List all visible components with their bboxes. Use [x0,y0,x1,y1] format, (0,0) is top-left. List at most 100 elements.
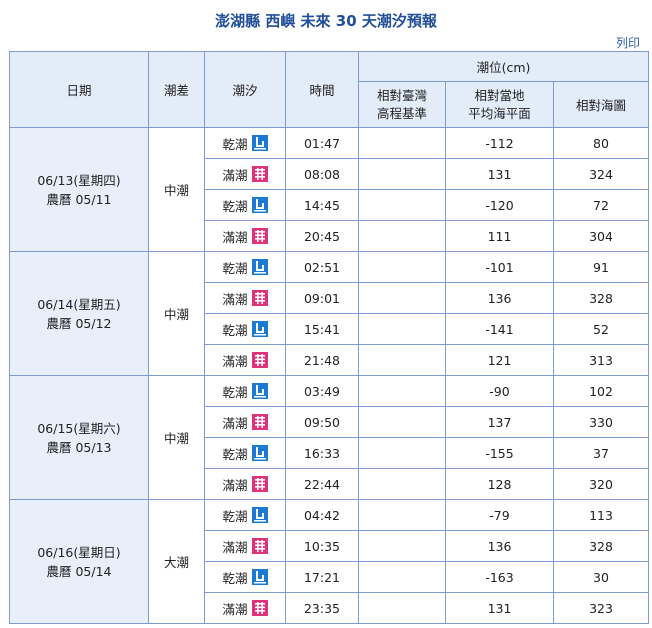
tide-type-cell: 乾潮 [204,561,286,593]
twvd-cell [358,561,446,593]
header-time: 時間 [285,51,359,128]
table-row: 滿潮 09:01 136 328 [10,282,649,314]
high-tide-icon [251,290,268,306]
chart-datum-cell: 328 [553,530,649,562]
msl-cell: -90 [445,375,554,407]
table-row: 滿潮 21:48 121 313 [10,344,649,376]
tide-type-label: 滿潮 [222,415,248,431]
tide-type-cell: 乾潮 [204,127,286,159]
header-twvd-line2: 高程基準 [376,105,427,121]
tide-type-label: 滿潮 [222,167,248,183]
tide-type-label: 滿潮 [222,539,248,555]
table-row: 滿潮 22:44 128 320 [10,468,649,500]
msl-cell: -141 [445,313,554,345]
msl-cell: -155 [445,437,554,469]
header-level: 潮位(cm) [358,51,649,82]
tide-type-label: 滿潮 [222,601,248,617]
table-row: 06/13(星期四) 農曆 05/11 中潮 乾潮 01:47 -112 80 [9,127,649,252]
msl-cell: 131 [445,592,554,624]
tide-type-label: 乾潮 [222,446,248,462]
low-tide-icon [251,445,268,461]
time-cell: 14:45 [285,189,359,221]
date-label: 06/16(星期日) [37,544,121,560]
table-row: 乾潮 17:21 -163 30 [10,561,649,593]
low-tide-icon [251,259,268,275]
tide-type-label: 乾潮 [222,570,248,586]
tide-type-label: 乾潮 [222,136,248,152]
table-row: 06/14(星期五) 農曆 05/12 中潮 乾潮 02:51 -101 91 [9,251,649,376]
header-twvd: 相對臺灣 高程基準 [358,81,446,128]
msl-cell: 136 [445,282,554,314]
msl-cell: -101 [445,251,554,283]
high-tide-icon [251,352,268,368]
twvd-cell [358,313,446,345]
tide-type-cell: 滿潮 [204,220,286,252]
twvd-cell [358,282,446,314]
twvd-cell [358,375,446,407]
table-row: 滿潮 10:35 136 328 [10,530,649,562]
tide-range-cell: 大潮 [148,499,205,624]
twvd-cell [358,499,446,531]
high-tide-icon [251,414,268,430]
twvd-cell [358,437,446,469]
lunar-date-label: 農曆 05/12 [46,315,112,331]
time-cell: 22:44 [285,468,359,500]
chart-datum-cell: 102 [553,375,649,407]
date-cell: 06/15(星期六) 農曆 05/13 [9,375,149,500]
tide-type-cell: 乾潮 [204,251,286,283]
low-tide-icon [251,321,268,337]
chart-datum-cell: 72 [553,189,649,221]
tide-type-label: 乾潮 [222,508,248,524]
time-cell: 17:21 [285,561,359,593]
chart-datum-cell: 313 [553,344,649,376]
table-row: 乾潮 14:45 -120 72 [10,189,649,221]
chart-datum-cell: 91 [553,251,649,283]
twvd-cell [358,530,446,562]
tide-type-label: 乾潮 [222,260,248,276]
tide-range-cell: 中潮 [148,375,205,500]
date-cell: 06/13(星期四) 農曆 05/11 [9,127,149,252]
time-cell: 21:48 [285,344,359,376]
time-cell: 16:33 [285,437,359,469]
chart-datum-cell: 113 [553,499,649,531]
low-tide-icon [251,507,268,523]
tide-type-cell: 滿潮 [204,468,286,500]
msl-cell: 128 [445,468,554,500]
low-tide-icon [251,197,268,213]
msl-cell: -112 [445,127,554,159]
chart-datum-cell: 323 [553,592,649,624]
tide-range-cell: 中潮 [148,127,205,252]
tide-table-body: 06/13(星期四) 農曆 05/11 中潮 乾潮 01:47 -112 80 滿潮 08:08… [9,127,649,624]
tide-type-label: 滿潮 [222,477,248,493]
header-msl: 相對當地 平均海平面 [445,81,554,128]
tide-type-label: 滿潮 [222,353,248,369]
print-link[interactable]: 列印 [615,36,640,50]
date-label: 06/15(星期六) [37,420,121,436]
twvd-cell [358,468,446,500]
date-cell: 06/14(星期五) 農曆 05/12 [9,251,149,376]
twvd-cell [358,344,446,376]
tide-type-cell: 滿潮 [204,158,286,190]
chart-datum-cell: 324 [553,158,649,190]
time-cell: 09:50 [285,406,359,438]
chart-datum-cell: 330 [553,406,649,438]
high-tide-icon [251,228,268,244]
twvd-cell [358,189,446,221]
tide-type-label: 乾潮 [222,384,248,400]
msl-cell: -120 [445,189,554,221]
time-cell: 09:01 [285,282,359,314]
msl-cell: 136 [445,530,554,562]
header-twvd-line1: 相對臺灣 [376,87,427,103]
chart-datum-cell: 37 [553,437,649,469]
time-cell: 02:51 [285,251,359,283]
high-tide-icon [251,476,268,492]
msl-cell: -79 [445,499,554,531]
msl-cell: 111 [445,220,554,252]
date-label: 06/13(星期四) [37,172,121,188]
tide-type-cell: 滿潮 [204,282,286,314]
table-row: 06/15(星期六) 農曆 05/13 中潮 乾潮 03:49 -90 102 [9,375,649,500]
chart-datum-cell: 304 [553,220,649,252]
tide-type-cell: 乾潮 [204,313,286,345]
tide-type-label: 滿潮 [222,291,248,307]
twvd-cell [358,220,446,252]
